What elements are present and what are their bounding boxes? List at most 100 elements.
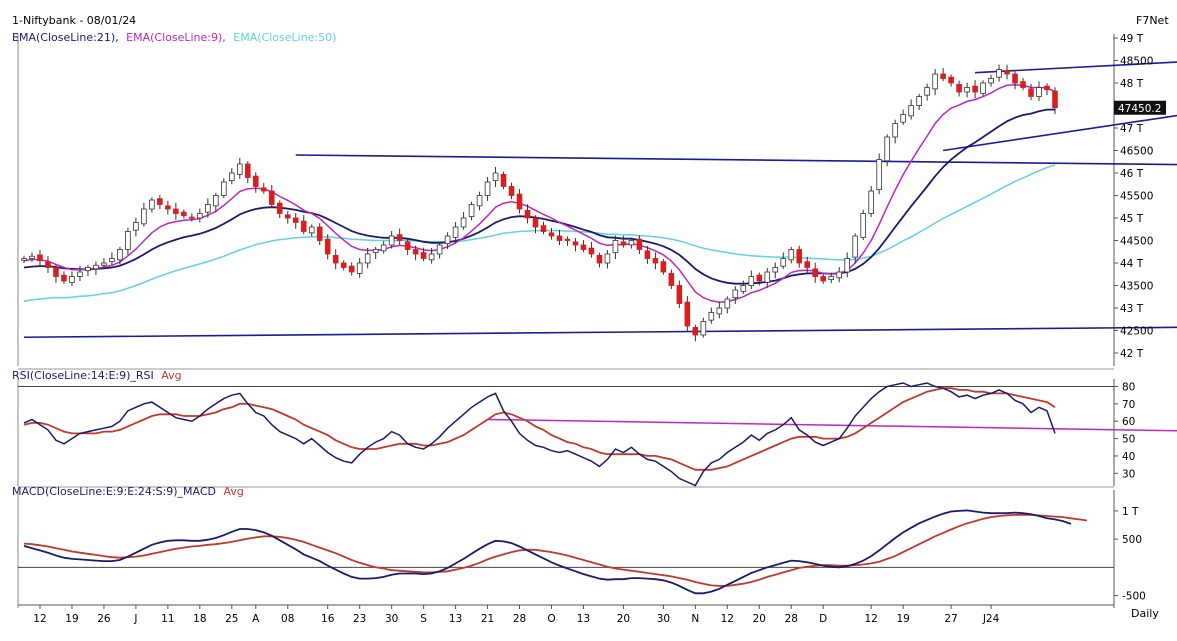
candle — [1044, 83, 1050, 96]
candle-body — [213, 195, 219, 207]
candle — [428, 247, 435, 264]
candle — [972, 80, 978, 99]
price-tick-label: 45500 — [1120, 191, 1153, 203]
candle — [748, 270, 755, 290]
candle-body — [476, 195, 483, 207]
candle-body — [468, 204, 475, 218]
rsi-panel: 80 70 60 50 40 30 — [17, 379, 1177, 488]
candle — [149, 197, 155, 213]
candle-body — [332, 254, 339, 264]
candle-body — [612, 240, 619, 254]
candle — [476, 191, 483, 211]
candle — [53, 264, 59, 283]
candle-body — [772, 267, 779, 273]
candle — [820, 273, 827, 284]
candle — [332, 249, 339, 270]
candle-body — [940, 73, 946, 79]
candle-body — [1028, 88, 1034, 97]
candle — [884, 134, 890, 167]
candle — [45, 256, 51, 273]
candle — [229, 168, 235, 185]
candle-body — [580, 244, 587, 250]
candle — [524, 204, 531, 224]
candle-body — [956, 83, 962, 93]
candle-body — [452, 226, 459, 238]
x-tick-label: 27 — [944, 613, 957, 625]
x-tick-label: 21 — [481, 613, 494, 625]
brand-label: F7Net — [1136, 14, 1169, 27]
candle — [436, 242, 443, 259]
candle — [652, 252, 659, 270]
candle-body — [572, 241, 579, 246]
candle-body — [348, 265, 355, 273]
candle-body — [636, 238, 643, 250]
candle — [61, 271, 67, 284]
candle — [956, 80, 962, 97]
rsi-legend: RSI(CloseLine:14:E:9)_RSI Avg — [12, 369, 182, 382]
candle — [181, 209, 187, 219]
x-tick-label: 30 — [385, 613, 398, 625]
rsi-tick-label: 40 — [1122, 451, 1135, 463]
candle-body — [708, 312, 715, 321]
price-tick-label: 46 T — [1120, 168, 1144, 180]
candle-body — [660, 261, 667, 273]
candle-body — [69, 276, 75, 283]
candle-body — [508, 186, 515, 196]
x-tick-label: 26 — [97, 613, 111, 625]
candle-body — [860, 213, 866, 238]
candle — [268, 184, 275, 209]
candle — [276, 200, 283, 218]
candle — [492, 166, 499, 187]
candle-body — [229, 172, 235, 182]
candle-body — [53, 267, 59, 277]
candle — [548, 227, 555, 240]
candle-body — [900, 114, 906, 123]
rsi-avg-line — [23, 387, 1056, 471]
candle-body — [700, 321, 707, 336]
candle-body — [412, 249, 419, 255]
candle-body — [21, 258, 27, 261]
macd-tick-label: 1 T — [1122, 506, 1139, 518]
candle-body — [764, 271, 771, 283]
candle — [380, 241, 387, 254]
candle — [844, 252, 850, 278]
x-tick-label: 13 — [449, 613, 462, 625]
candle-body — [644, 250, 651, 259]
candle — [125, 227, 131, 255]
candle-body — [316, 226, 323, 241]
candle-body — [500, 173, 507, 187]
candle — [1028, 83, 1034, 101]
candle — [716, 301, 723, 319]
candle — [804, 256, 811, 273]
candle — [1020, 77, 1026, 91]
candle-body — [844, 258, 850, 273]
candle-body — [276, 202, 283, 214]
candle — [572, 238, 579, 252]
candle-body — [181, 211, 187, 217]
candle — [141, 202, 147, 227]
candle — [85, 264, 91, 277]
candle-body — [716, 307, 723, 315]
candle — [724, 296, 731, 314]
candle-body — [292, 217, 299, 223]
candle — [93, 261, 99, 276]
candle — [580, 240, 587, 253]
candle-body — [484, 181, 491, 196]
price-tick-label: 49 T — [1120, 33, 1144, 45]
macd-tick-label: -500 — [1122, 591, 1146, 603]
candle-body — [372, 249, 379, 254]
candle — [356, 258, 363, 278]
candle-body — [532, 217, 539, 228]
candle — [988, 74, 994, 87]
candle — [165, 200, 171, 215]
candle-body — [884, 136, 890, 162]
candle — [484, 177, 491, 201]
legend-ema21: EMA(CloseLine:21), — [12, 31, 119, 44]
candle-body — [85, 267, 91, 272]
x-tick-label: 30 — [657, 613, 670, 625]
legend-ema9: EMA(CloseLine:9), — [126, 31, 226, 44]
candle — [1036, 81, 1042, 101]
candle — [764, 268, 771, 288]
candle-body — [980, 82, 986, 94]
candle-body — [804, 261, 811, 268]
